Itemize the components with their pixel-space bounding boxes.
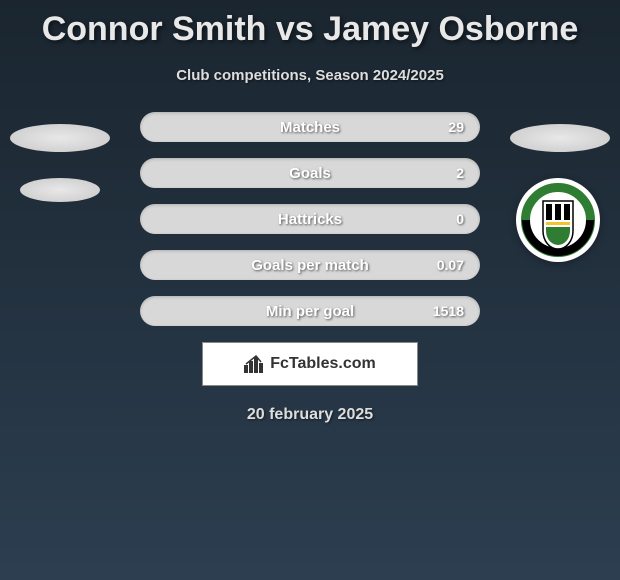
stat-label: Matches	[280, 119, 340, 136]
stat-label: Goals per match	[251, 257, 369, 274]
stat-right-value: 1518	[433, 303, 464, 319]
stat-right-value: 0.07	[434, 257, 464, 273]
brand-box[interactable]: FcTables.com	[202, 342, 418, 386]
stat-label: Goals	[289, 165, 331, 182]
stat-right-value: 0	[434, 211, 464, 227]
stat-label: Hattricks	[278, 211, 342, 228]
stat-row-matches: Matches 29	[140, 112, 480, 142]
bar-chart-icon	[244, 355, 264, 373]
date-line: 20 february 2025	[0, 406, 620, 424]
stat-row-goals-per-match: Goals per match 0.07	[140, 250, 480, 280]
stat-row-goals: Goals 2	[140, 158, 480, 188]
page-title: Connor Smith vs Jamey Osborne	[0, 0, 620, 49]
stat-right-value: 2	[434, 165, 464, 181]
stat-right-value: 29	[434, 119, 464, 135]
stat-row-min-per-goal: Min per goal 1518	[140, 296, 480, 326]
brand-text: FcTables.com	[270, 355, 376, 373]
stat-label: Min per goal	[266, 303, 354, 320]
stat-row-hattricks: Hattricks 0	[140, 204, 480, 234]
subtitle: Club competitions, Season 2024/2025	[0, 67, 620, 84]
stats-container: Matches 29 Goals 2 Hattricks 0 Goals per…	[0, 112, 620, 326]
